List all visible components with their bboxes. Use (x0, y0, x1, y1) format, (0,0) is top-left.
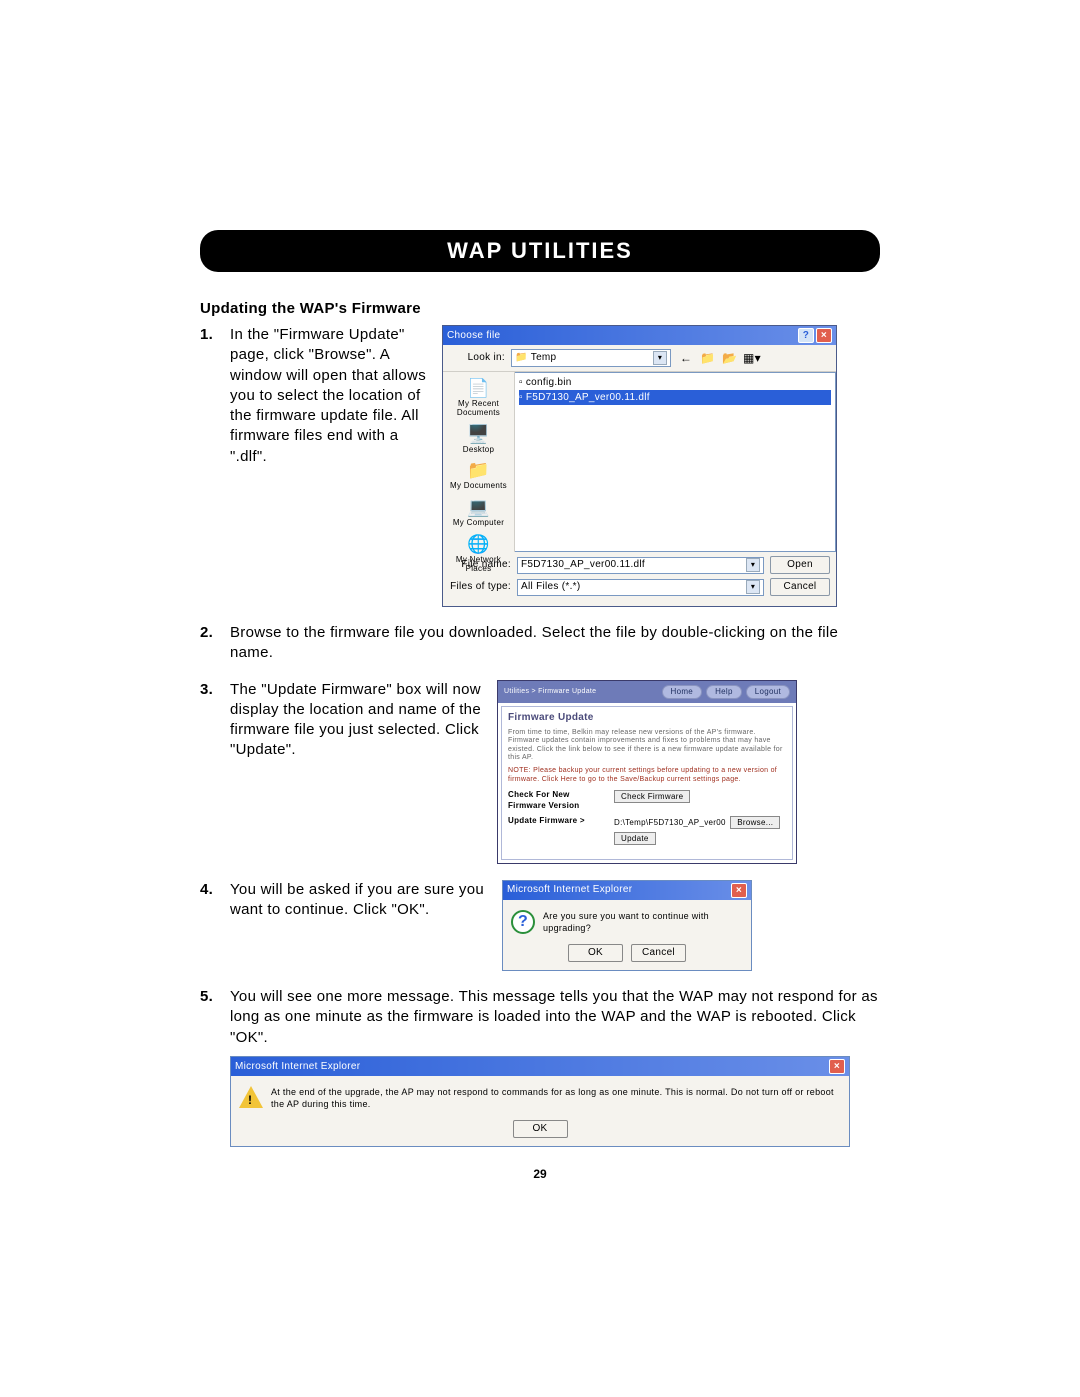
sidebar-desktop[interactable]: 🖥️ Desktop (447, 422, 511, 457)
dialog-title: Choose file (447, 329, 500, 343)
sidebar-mycomp[interactable]: 💻 My Computer (447, 495, 511, 530)
question-icon: ? (511, 910, 535, 934)
step-1: 1. In the "Firmware Update" page, click … (200, 325, 880, 607)
subheading: Updating the WAP's Firmware (200, 300, 880, 317)
filename-label: File name: (449, 558, 511, 572)
help-icon[interactable]: ? (798, 328, 814, 343)
file-icon: ▫ (519, 391, 523, 405)
mycomp-icon: 💻 (465, 497, 493, 519)
section-header: WAP UTILITIES (200, 230, 880, 272)
step-num: 5. (200, 987, 230, 1048)
chevron-down-icon[interactable]: ▾ (746, 558, 760, 572)
close-icon[interactable]: × (816, 328, 832, 343)
step-text: In the "Firmware Update" page, click "Br… (230, 325, 430, 467)
dialog-message: At the end of the upgrade, the AP may no… (271, 1086, 841, 1110)
breadcrumb: Utilities > Firmware Update (504, 687, 596, 696)
home-button[interactable]: Home (662, 685, 703, 700)
cancel-button[interactable]: Cancel (770, 578, 830, 596)
browse-button[interactable]: Browse... (730, 816, 780, 829)
lookin-dropdown[interactable]: 📁 Temp ▾ (511, 349, 671, 367)
filetype-value: All Files (*.*) (521, 580, 581, 594)
step-num: 3. (200, 680, 230, 864)
open-button[interactable]: Open (770, 556, 830, 574)
file-list[interactable]: ▫ config.bin ▫ F5D7130_AP_ver00.11.dlf (515, 372, 836, 552)
panel-heading: Firmware Update (508, 711, 786, 725)
mydocs-icon: 📁 (465, 460, 493, 482)
sidebar-label: My Recent Documents (447, 400, 511, 418)
warning-icon (239, 1086, 263, 1108)
chevron-down-icon[interactable]: ▾ (746, 580, 760, 594)
cancel-button[interactable]: Cancel (631, 944, 686, 962)
check-label: Check For New Firmware Version (508, 790, 608, 812)
ie-warning-dialog: Microsoft Internet Explorer × At the end… (230, 1056, 850, 1147)
dialog-message: Are you sure you want to continue with u… (543, 910, 743, 934)
file-icon: ▫ (519, 376, 523, 390)
file-row-selected[interactable]: ▫ F5D7130_AP_ver00.11.dlf (519, 390, 831, 405)
close-icon[interactable]: × (829, 1059, 845, 1074)
step-num: 1. (200, 325, 230, 607)
folder-icon: 📁 (515, 351, 528, 365)
dialog-footer: File name: F5D7130_AP_ver00.11.dlf ▾ Ope… (443, 552, 836, 606)
sidebar-mydocs[interactable]: 📁 My Documents (447, 458, 511, 493)
close-icon[interactable]: × (731, 883, 747, 898)
panel-header: Utilities > Firmware Update Home Help Lo… (498, 681, 796, 704)
firmware-update-panel: Utilities > Firmware Update Home Help Lo… (497, 680, 797, 864)
sidebar-label: My Computer (453, 519, 504, 528)
places-sidebar: 📄 My Recent Documents 🖥️ Desktop 📁 My D (443, 372, 515, 552)
step-text: The "Update Firmware" box will now displ… (230, 680, 485, 761)
lookin-value: Temp (531, 351, 557, 365)
step-text: Browse to the firmware file you download… (230, 623, 880, 664)
desktop-icon: 🖥️ (465, 424, 493, 446)
sidebar-label: Desktop (463, 446, 494, 455)
filetype-label: Files of type: (449, 580, 511, 594)
sidebar-label: My Documents (450, 482, 507, 491)
filename-value: F5D7130_AP_ver00.11.dlf (521, 558, 645, 572)
check-firmware-button[interactable]: Check Firmware (614, 790, 690, 803)
firmware-path: D:\Temp\F5D7130_AP_ver00 (614, 818, 726, 827)
file-name: config.bin (526, 376, 572, 390)
views-icon[interactable]: ▦▾ (743, 349, 761, 367)
dialog-title: Microsoft Internet Explorer (235, 1060, 360, 1074)
step-4: 4. You will be asked if you are sure you… (200, 880, 880, 971)
sidebar-recent[interactable]: 📄 My Recent Documents (447, 376, 511, 420)
up-folder-icon[interactable]: 📁 (699, 349, 717, 367)
ie-confirm-dialog: Microsoft Internet Explorer × ? Are you … (502, 880, 752, 971)
chevron-down-icon[interactable]: ▾ (653, 351, 667, 365)
step-3: 3. The "Update Firmware" box will now di… (200, 680, 880, 864)
page-number: 29 (200, 1167, 880, 1181)
dialog-title: Microsoft Internet Explorer (507, 883, 632, 897)
dialog-titlebar: Microsoft Internet Explorer × (503, 881, 751, 900)
panel-note: NOTE: Please backup your current setting… (508, 767, 786, 784)
ok-button[interactable]: OK (568, 944, 623, 962)
dialog-toolbar: Look in: 📁 Temp ▾ ← 📁 📂 ▦▾ (443, 345, 836, 372)
lookin-label: Look in: (449, 351, 505, 365)
logout-button[interactable]: Logout (746, 685, 790, 700)
new-folder-icon[interactable]: 📂 (721, 349, 739, 367)
update-label: Update Firmware > (508, 816, 608, 827)
step-num: 4. (200, 880, 230, 971)
ok-button[interactable]: OK (513, 1120, 568, 1138)
dialog-titlebar: Choose file ? × (443, 326, 836, 345)
step-5: 5. You will see one more message. This m… (200, 987, 880, 1147)
filetype-dropdown[interactable]: All Files (*.*) ▾ (517, 579, 764, 596)
step-2: 2. Browse to the firmware file you downl… (200, 623, 880, 664)
file-name: F5D7130_AP_ver00.11.dlf (526, 391, 650, 405)
step-num: 2. (200, 623, 230, 664)
recent-icon: 📄 (465, 378, 493, 400)
panel-intro: From time to time, Belkin may release ne… (508, 729, 786, 763)
choose-file-dialog: Choose file ? × Look in: 📁 Temp ▾ (442, 325, 837, 607)
step-text: You will see one more message. This mess… (230, 987, 880, 1048)
nav-back-icon[interactable]: ← (677, 349, 695, 367)
file-row[interactable]: ▫ config.bin (519, 375, 831, 390)
dialog-titlebar: Microsoft Internet Explorer × (231, 1057, 849, 1076)
filename-input[interactable]: F5D7130_AP_ver00.11.dlf ▾ (517, 557, 764, 574)
mynet-icon: 🌐 (465, 534, 493, 556)
help-button[interactable]: Help (706, 685, 742, 700)
step-text: You will be asked if you are sure you wa… (230, 880, 490, 921)
update-button[interactable]: Update (614, 832, 656, 845)
